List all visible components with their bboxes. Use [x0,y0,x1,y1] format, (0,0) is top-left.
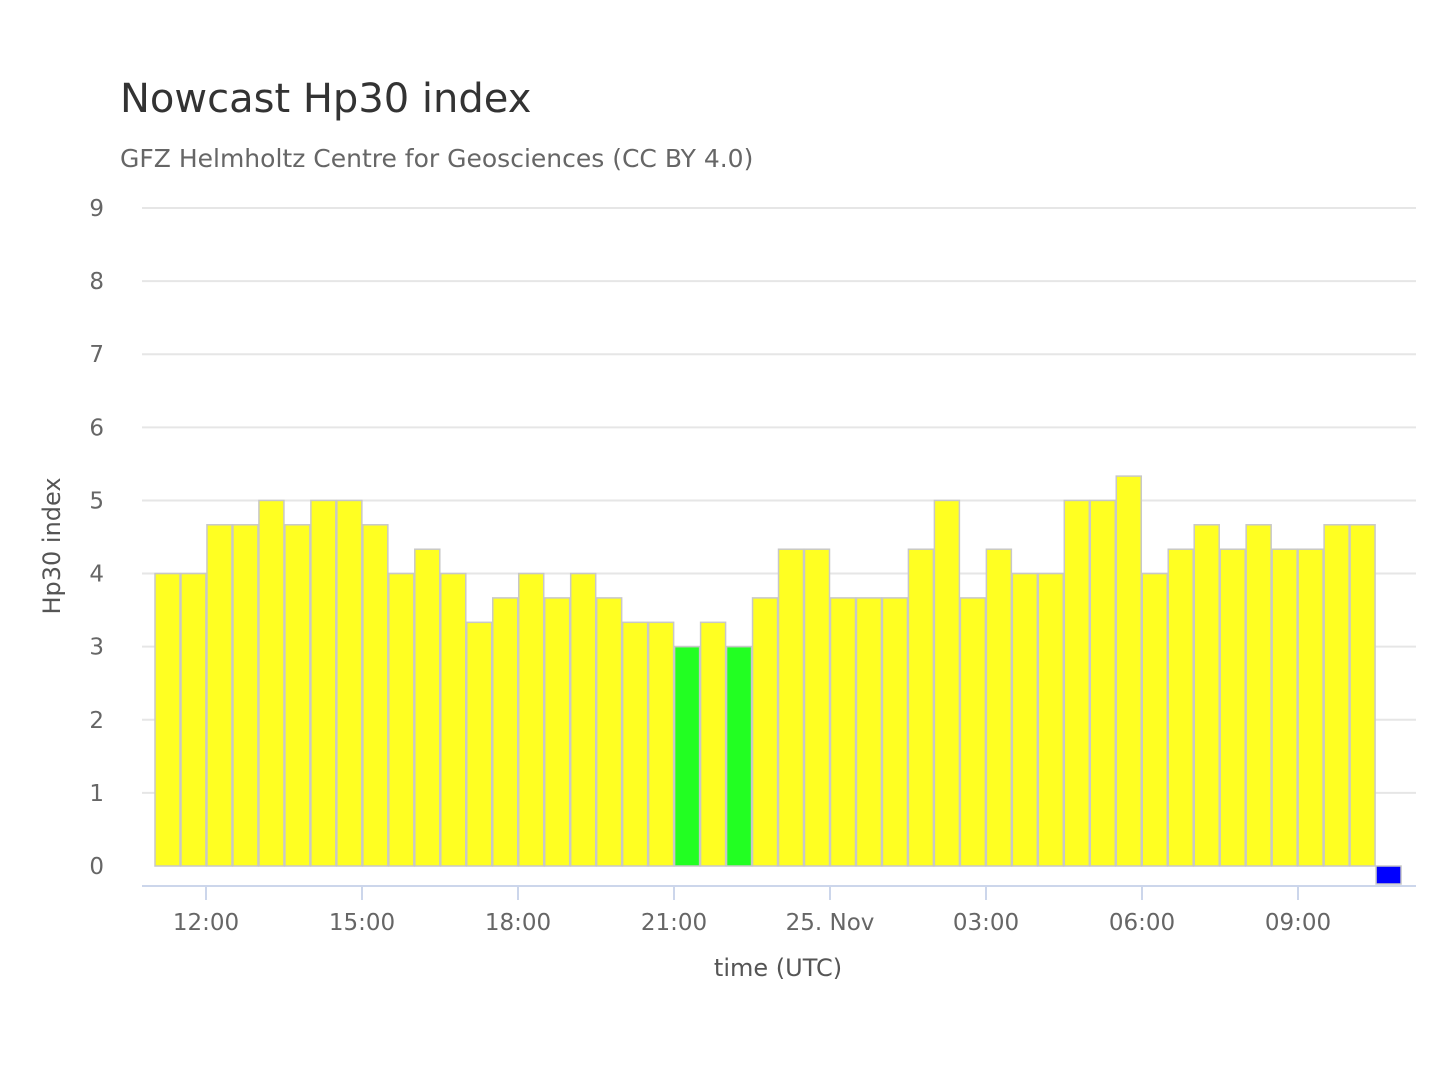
bar[interactable] [829,597,857,867]
bar[interactable] [751,597,779,867]
bar[interactable] [569,572,597,867]
y-tick-label: 1 [89,781,104,807]
y-tick-label: 7 [89,342,104,368]
bar[interactable] [440,572,467,867]
bar[interactable] [699,621,727,867]
bar[interactable] [803,548,831,867]
bar[interactable] [310,499,337,867]
x-tick-label: 25. Nov [786,910,875,936]
bar[interactable] [258,499,285,867]
bar[interactable] [985,548,1013,867]
bar[interactable] [907,548,935,867]
bar[interactable] [1323,524,1350,867]
bar[interactable] [1063,499,1091,867]
bar[interactable] [206,524,233,867]
bar[interactable] [1011,572,1039,867]
x-axis: 12:00 15:00 18:00 21:00 25. Nov 03:00 06:00 09:… [142,885,1416,936]
bar[interactable] [180,572,207,867]
x-tick-label: 03:00 [953,910,1019,936]
y-tick-label: 2 [89,708,104,734]
bar[interactable] [414,548,441,867]
bar[interactable] [1219,548,1246,867]
y-tick-label: 0 [89,854,104,880]
bar[interactable] [1349,524,1376,867]
y-axis-title: Hp30 index [38,477,66,614]
y-tick-label: 9 [89,196,104,222]
bar[interactable] [1115,475,1143,867]
bar[interactable] [491,597,519,867]
bar[interactable] [1167,548,1194,867]
bar[interactable] [1245,524,1272,867]
x-tick-label: 12:00 [173,910,239,936]
bar[interactable] [388,572,415,867]
bar[interactable] [621,621,649,867]
bar[interactable] [1271,548,1298,867]
bar[interactable] [466,621,493,867]
bar[interactable] [777,548,805,867]
x-tick-label: 21:00 [641,910,707,936]
bar[interactable] [336,499,363,867]
bar[interactable] [673,645,701,867]
bar[interactable] [517,572,545,867]
bars [154,475,1402,885]
y-tick-label: 4 [89,562,104,588]
bar[interactable] [1375,865,1402,885]
bar[interactable] [1141,572,1168,867]
bar[interactable] [362,524,389,867]
bar[interactable] [1089,499,1117,867]
bar[interactable] [154,572,181,867]
x-tick-label: 09:00 [1265,910,1331,936]
y-tick-label: 5 [89,488,104,514]
x-tick-label: 06:00 [1109,910,1175,936]
bar[interactable] [959,597,987,867]
bar[interactable] [232,524,259,867]
bar[interactable] [595,597,623,867]
x-tick-label: 18:00 [485,910,551,936]
bar[interactable] [647,621,675,867]
bar[interactable] [1037,572,1065,867]
bar[interactable] [1193,524,1220,867]
y-tick-label: 6 [89,415,104,441]
bar[interactable] [933,499,961,867]
chart-title: Nowcast Hp30 index [120,76,532,122]
y-tick-label: 8 [89,269,104,295]
y-tick-label: 3 [89,635,104,661]
bar[interactable] [1297,548,1324,867]
bar[interactable] [855,597,883,867]
bar[interactable] [543,597,571,867]
bar[interactable] [881,597,909,867]
x-tick-label: 15:00 [329,910,395,936]
x-axis-title: time (UTC) [714,954,842,982]
bar[interactable] [725,645,753,867]
bar[interactable] [284,524,311,867]
chart-subtitle: GFZ Helmholtz Centre for Geosciences (CC… [120,144,754,173]
y-axis-tick-labels: 0 1 2 3 4 5 6 7 8 9 [89,196,104,880]
